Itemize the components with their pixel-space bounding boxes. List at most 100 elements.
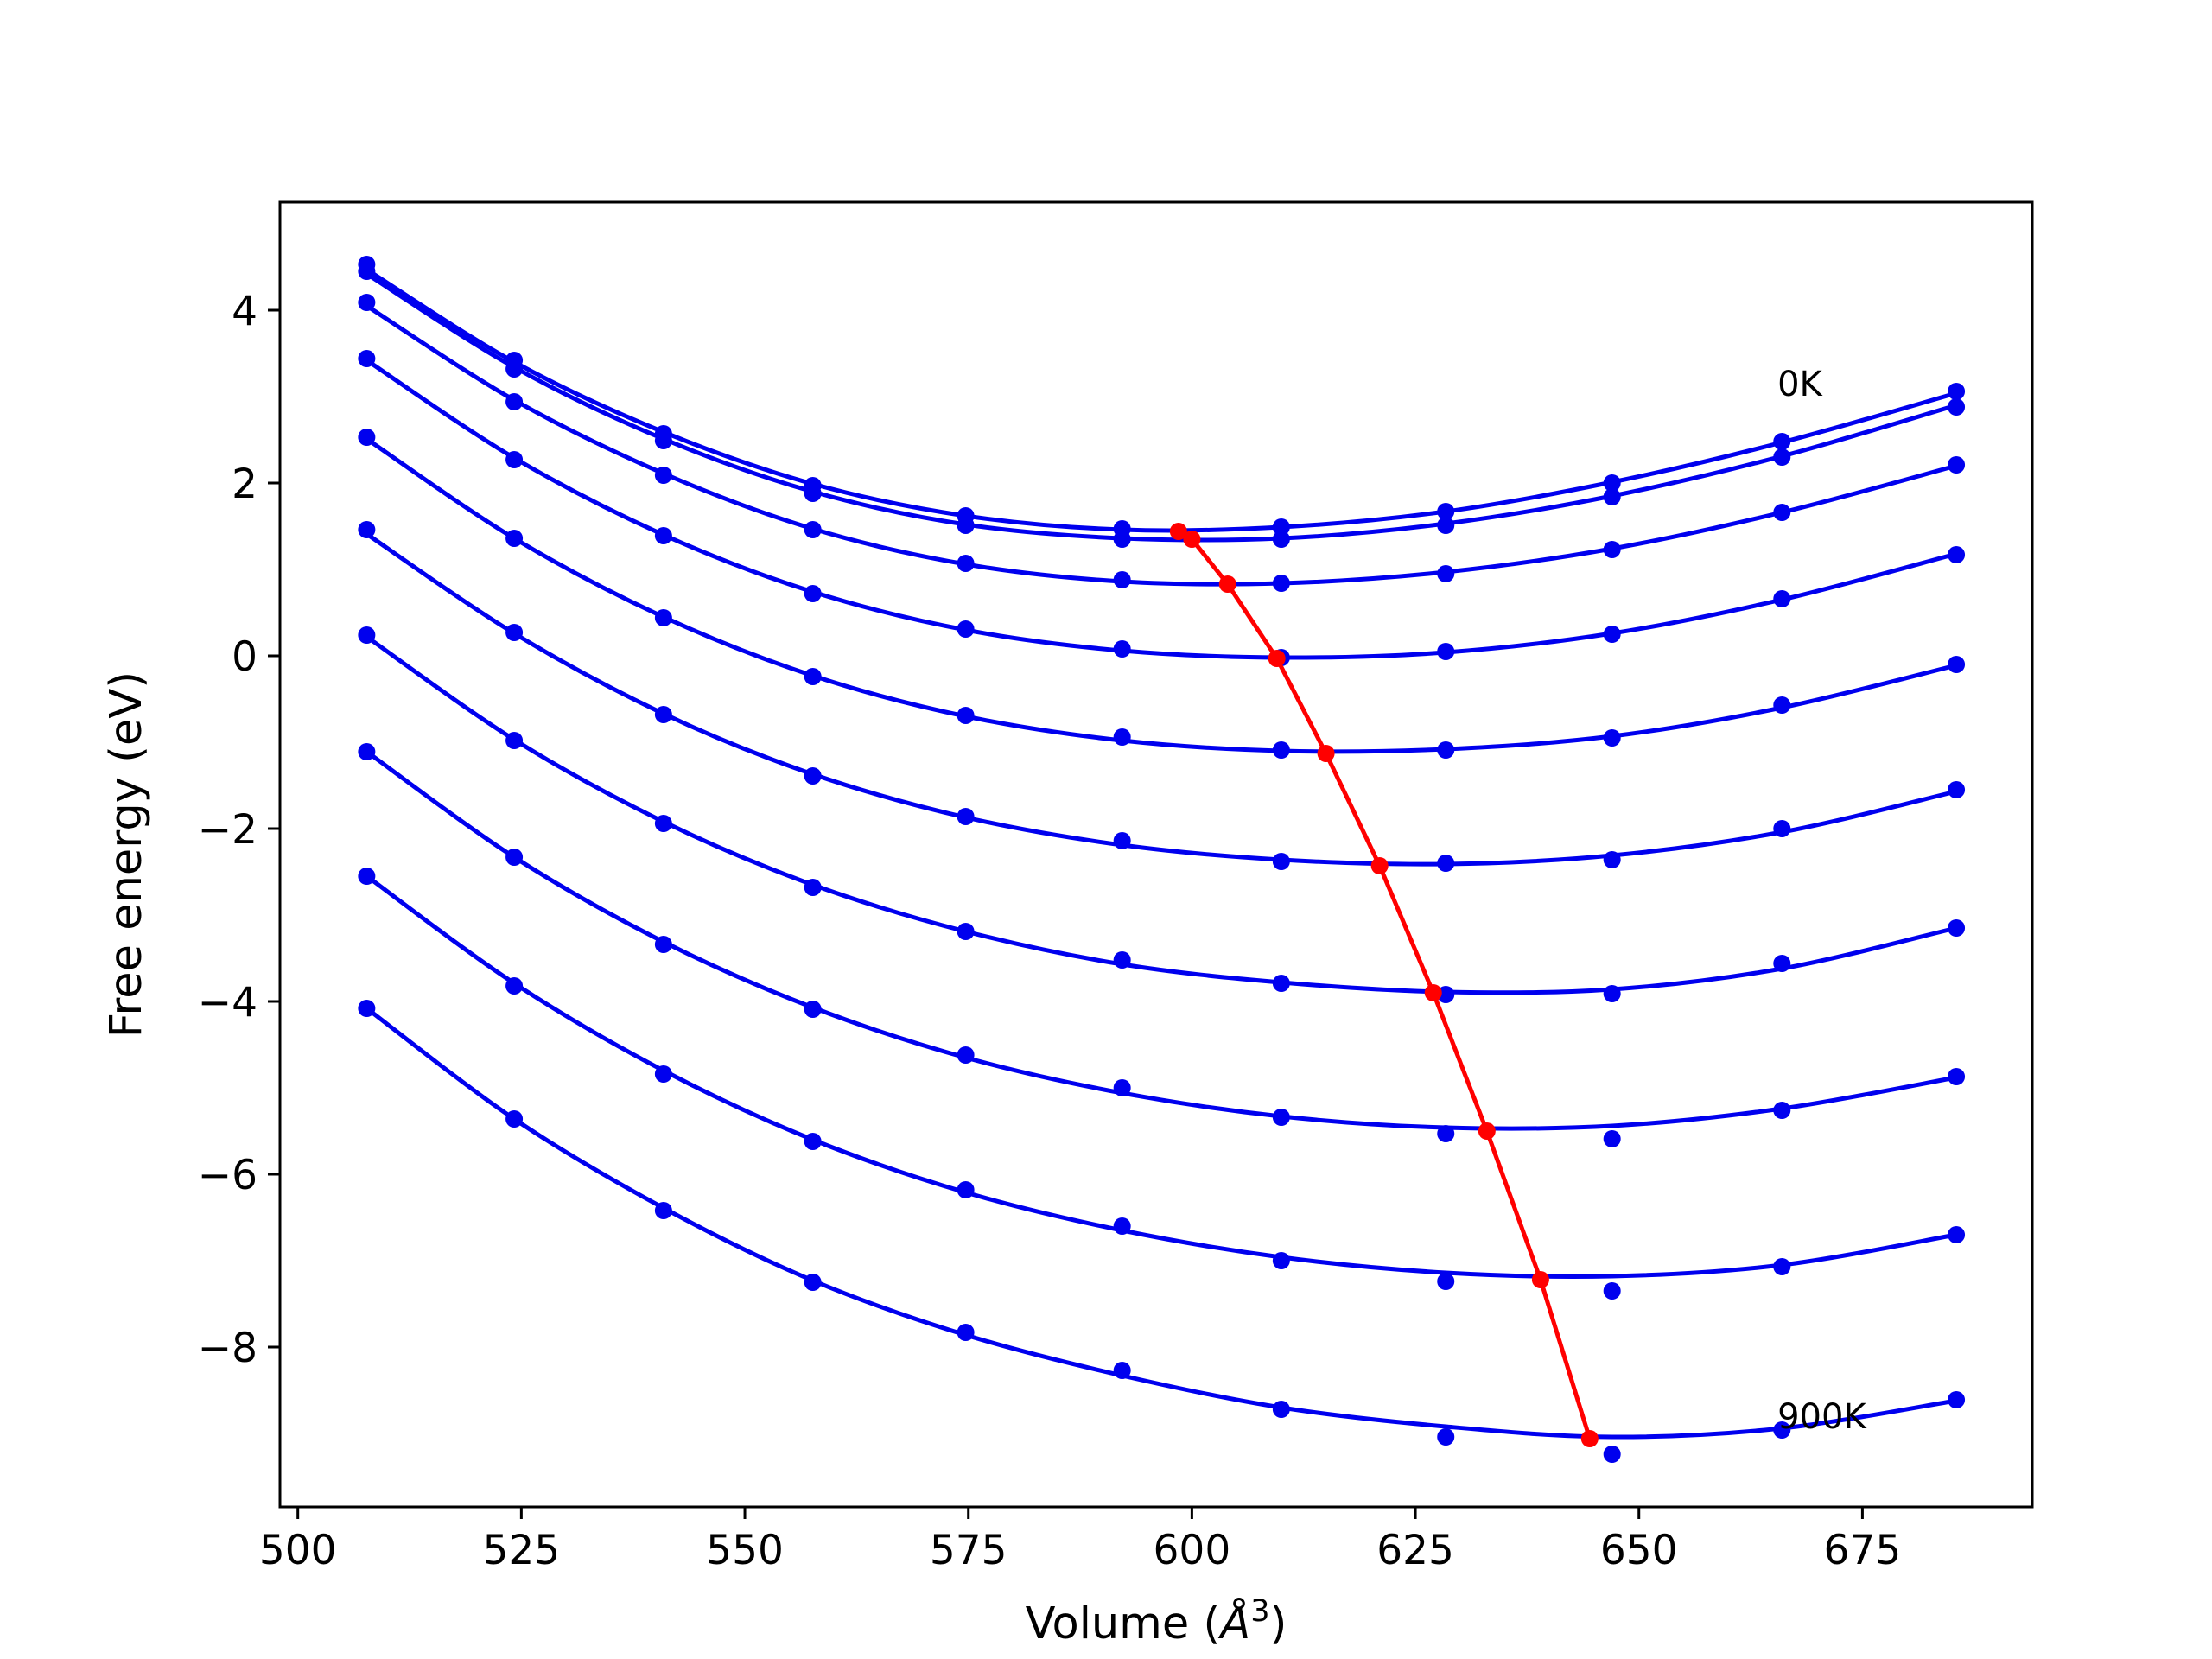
data-point: [1948, 456, 1966, 474]
data-point: [804, 1001, 822, 1018]
series-5: [358, 521, 1966, 872]
y-axis-ticks: −8 −6 −4 −2 0 2 4: [198, 288, 280, 1372]
data-point: [1437, 741, 1455, 759]
data-point: [957, 707, 975, 724]
data-point: [1948, 656, 1966, 673]
series-0: [358, 256, 1966, 537]
curve-annotation: 0K: [1777, 365, 1823, 404]
x-tick-label: 575: [930, 1527, 1007, 1574]
x-axis-ticks: 500 525 550 575 600 625 650 675: [259, 1507, 1901, 1574]
data-point: [1948, 546, 1966, 563]
series-4: [358, 429, 1966, 759]
series-layer: [358, 256, 1966, 1463]
data-point: [1437, 517, 1455, 534]
x-tick-label: 600: [1154, 1527, 1231, 1574]
y-tick-label: −8: [198, 1325, 257, 1372]
data-point: [1437, 643, 1455, 660]
data-point: [654, 1065, 672, 1083]
data-point: [1948, 781, 1966, 798]
data-point: [1272, 518, 1290, 536]
data-point: [505, 732, 524, 749]
data-point: [957, 1324, 975, 1341]
data-point: [957, 555, 975, 572]
series-2: [358, 294, 1966, 592]
data-point: [1272, 741, 1290, 759]
data-point: [957, 1181, 975, 1198]
data-point: [654, 467, 672, 484]
data-point: [1948, 383, 1966, 400]
data-point: [1272, 1109, 1290, 1126]
data-point: [1113, 640, 1131, 658]
minimum-point: [1531, 1271, 1549, 1288]
data-point: [804, 668, 822, 685]
annotations: 0K 900K: [1777, 365, 1867, 1437]
data-point: [358, 350, 376, 367]
data-point: [1272, 575, 1290, 592]
data-point: [1272, 1401, 1290, 1418]
x-tick-label: 675: [1824, 1527, 1902, 1574]
data-point: [804, 879, 822, 896]
data-point: [654, 432, 672, 449]
minimum-path-layer: [1169, 523, 1599, 1447]
data-point: [804, 521, 822, 538]
plot-area: [358, 256, 1966, 1463]
data-point: [1603, 985, 1621, 1002]
data-point: [505, 1110, 524, 1128]
fit-curve: [365, 303, 1957, 587]
data-point: [1113, 951, 1131, 969]
minimum-point: [1317, 745, 1335, 762]
data-point: [1603, 851, 1621, 868]
x-tick-label: 650: [1600, 1527, 1678, 1574]
fit-curve: [365, 749, 1957, 1131]
data-point: [358, 743, 376, 760]
data-point: [358, 868, 376, 885]
y-tick-label: 2: [232, 461, 257, 508]
minimum-point: [1169, 523, 1187, 540]
series-3: [358, 350, 1966, 666]
data-point: [358, 263, 376, 280]
data-point: [1603, 541, 1621, 558]
x-tick-label: 500: [259, 1527, 337, 1574]
data-point: [654, 815, 672, 832]
data-point: [804, 767, 822, 785]
data-point: [804, 1133, 822, 1150]
data-point: [1773, 696, 1791, 714]
data-point: [1773, 1102, 1791, 1119]
data-point: [1773, 955, 1791, 972]
data-point: [1437, 565, 1455, 582]
data-point: [1603, 488, 1621, 505]
data-point: [957, 923, 975, 940]
data-point: [1437, 855, 1455, 872]
data-point: [1113, 832, 1131, 849]
data-point: [505, 530, 524, 547]
data-point: [804, 485, 822, 502]
data-point: [1437, 1125, 1455, 1142]
y-tick-label: 4: [232, 288, 257, 335]
data-point: [1948, 1068, 1966, 1085]
minimum-point: [1183, 531, 1201, 548]
data-point: [505, 977, 524, 995]
data-point: [505, 451, 524, 468]
minimum-point: [1218, 575, 1236, 593]
series-7: [358, 743, 1966, 1147]
series-1: [358, 263, 1966, 548]
data-point: [1603, 1446, 1621, 1463]
minimum-point: [1268, 650, 1286, 667]
minimum-point: [1370, 857, 1389, 874]
data-point: [1113, 1079, 1131, 1096]
y-tick-label: −4: [198, 979, 257, 1027]
fit-curve: [365, 874, 1957, 1280]
data-point: [1437, 1428, 1455, 1446]
data-point: [1773, 448, 1791, 466]
minimum-point: [1580, 1430, 1599, 1447]
data-point: [957, 620, 975, 638]
data-point: [358, 626, 376, 644]
data-point: [654, 609, 672, 626]
minimum-point: [1478, 1122, 1496, 1140]
data-point: [654, 706, 672, 723]
data-point: [1773, 820, 1791, 837]
data-point: [1773, 590, 1791, 607]
data-point: [1603, 729, 1621, 747]
data-point: [358, 1000, 376, 1017]
series-6: [358, 626, 1966, 1003]
